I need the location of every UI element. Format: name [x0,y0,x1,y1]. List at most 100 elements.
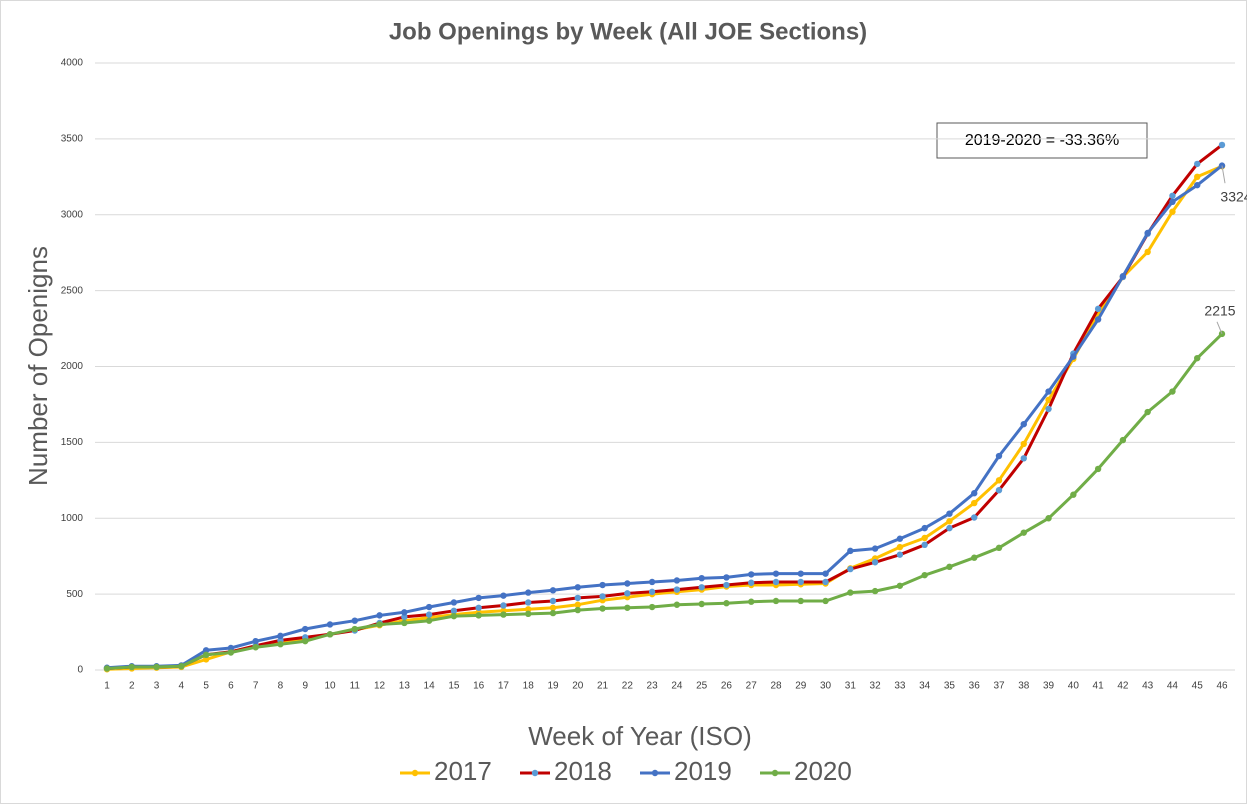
point [673,586,681,593]
point [202,647,210,654]
x-tick-label: 38 [1018,681,1030,692]
series-line [106,143,1223,670]
point [549,587,557,594]
x-tick-label: 8 [278,681,284,692]
chart-title: Job Openings by Week (All JOE Sections) [389,18,867,45]
data-label: 2215 [1204,303,1235,319]
label-leader [1221,165,1226,184]
point [1218,141,1226,149]
x-tick-label: 1 [104,681,110,692]
point [351,617,358,624]
point [971,554,978,561]
point [1119,436,1127,444]
point [673,577,681,584]
point [425,617,433,624]
point [971,514,978,521]
label-leader [1216,321,1223,335]
legend-label: 2020 [794,756,852,786]
point [772,578,780,586]
point [450,612,458,620]
x-tick-label: 45 [1192,681,1204,692]
point [871,559,879,566]
point [1194,181,1201,189]
point [227,649,235,656]
point [1045,515,1052,522]
legend-label: 2019 [674,756,732,786]
point [153,663,160,671]
x-tick-label: 4 [179,681,185,692]
point [1070,353,1077,360]
point [1094,465,1102,473]
x-axis-label: Week of Year (ISO) [528,721,752,751]
x-tick-label: 34 [919,681,931,692]
point [871,545,879,552]
y-tick-label: 4000 [61,58,84,69]
point [326,621,334,628]
point [525,606,532,613]
point [847,589,854,596]
point [1144,229,1151,237]
x-tick-label: 43 [1142,681,1154,692]
point [574,584,581,591]
x-tick-label: 37 [993,681,1005,692]
point [1045,405,1052,413]
x-tick-label: 25 [696,681,708,692]
point [277,641,284,648]
legend-label: 2017 [434,756,492,786]
x-tick-label: 30 [820,681,832,692]
point [525,589,532,596]
x-tick-label: 12 [374,681,386,692]
point [574,601,581,608]
point [648,578,656,586]
annotation: 2019-2020 = -33.36% [965,132,1119,149]
x-tick-label: 41 [1093,681,1105,692]
point [648,588,656,596]
point [425,603,433,611]
point [178,663,185,670]
x-tick-label: 33 [894,681,906,692]
point [475,604,482,611]
x-tick-label: 17 [498,681,510,692]
x-tick-label: 39 [1043,681,1055,692]
point [624,590,631,597]
point [574,606,581,614]
point [995,544,1003,552]
point [401,619,408,627]
point [376,612,383,619]
point [946,524,953,532]
point [401,609,408,616]
x-tick-label: 20 [572,681,584,692]
point [1045,396,1052,404]
x-tick-label: 15 [448,681,460,692]
legend-marker [411,769,419,777]
point [995,477,1003,484]
point [1070,491,1077,498]
point [227,644,235,652]
x-tick-label: 14 [424,681,436,692]
point [500,602,507,609]
x-tick-label: 10 [324,681,336,692]
x-tick-label: 26 [721,681,733,692]
point [252,644,259,651]
x-tick-label: 16 [473,681,485,692]
point [549,597,557,605]
point [202,651,210,659]
point [698,600,705,608]
point [946,563,953,571]
point [1020,440,1027,448]
point [351,625,358,633]
point [1020,529,1027,536]
point [1020,455,1027,462]
point [673,601,681,608]
point [1194,354,1201,362]
point [921,571,928,579]
point [525,599,532,606]
point [723,574,730,581]
x-tick-label: 13 [399,681,411,692]
point [946,518,953,525]
point [698,584,705,591]
x-tick-label: 29 [795,681,807,692]
point [1045,388,1052,395]
point [995,486,1003,494]
y-tick-label: 0 [77,665,83,676]
